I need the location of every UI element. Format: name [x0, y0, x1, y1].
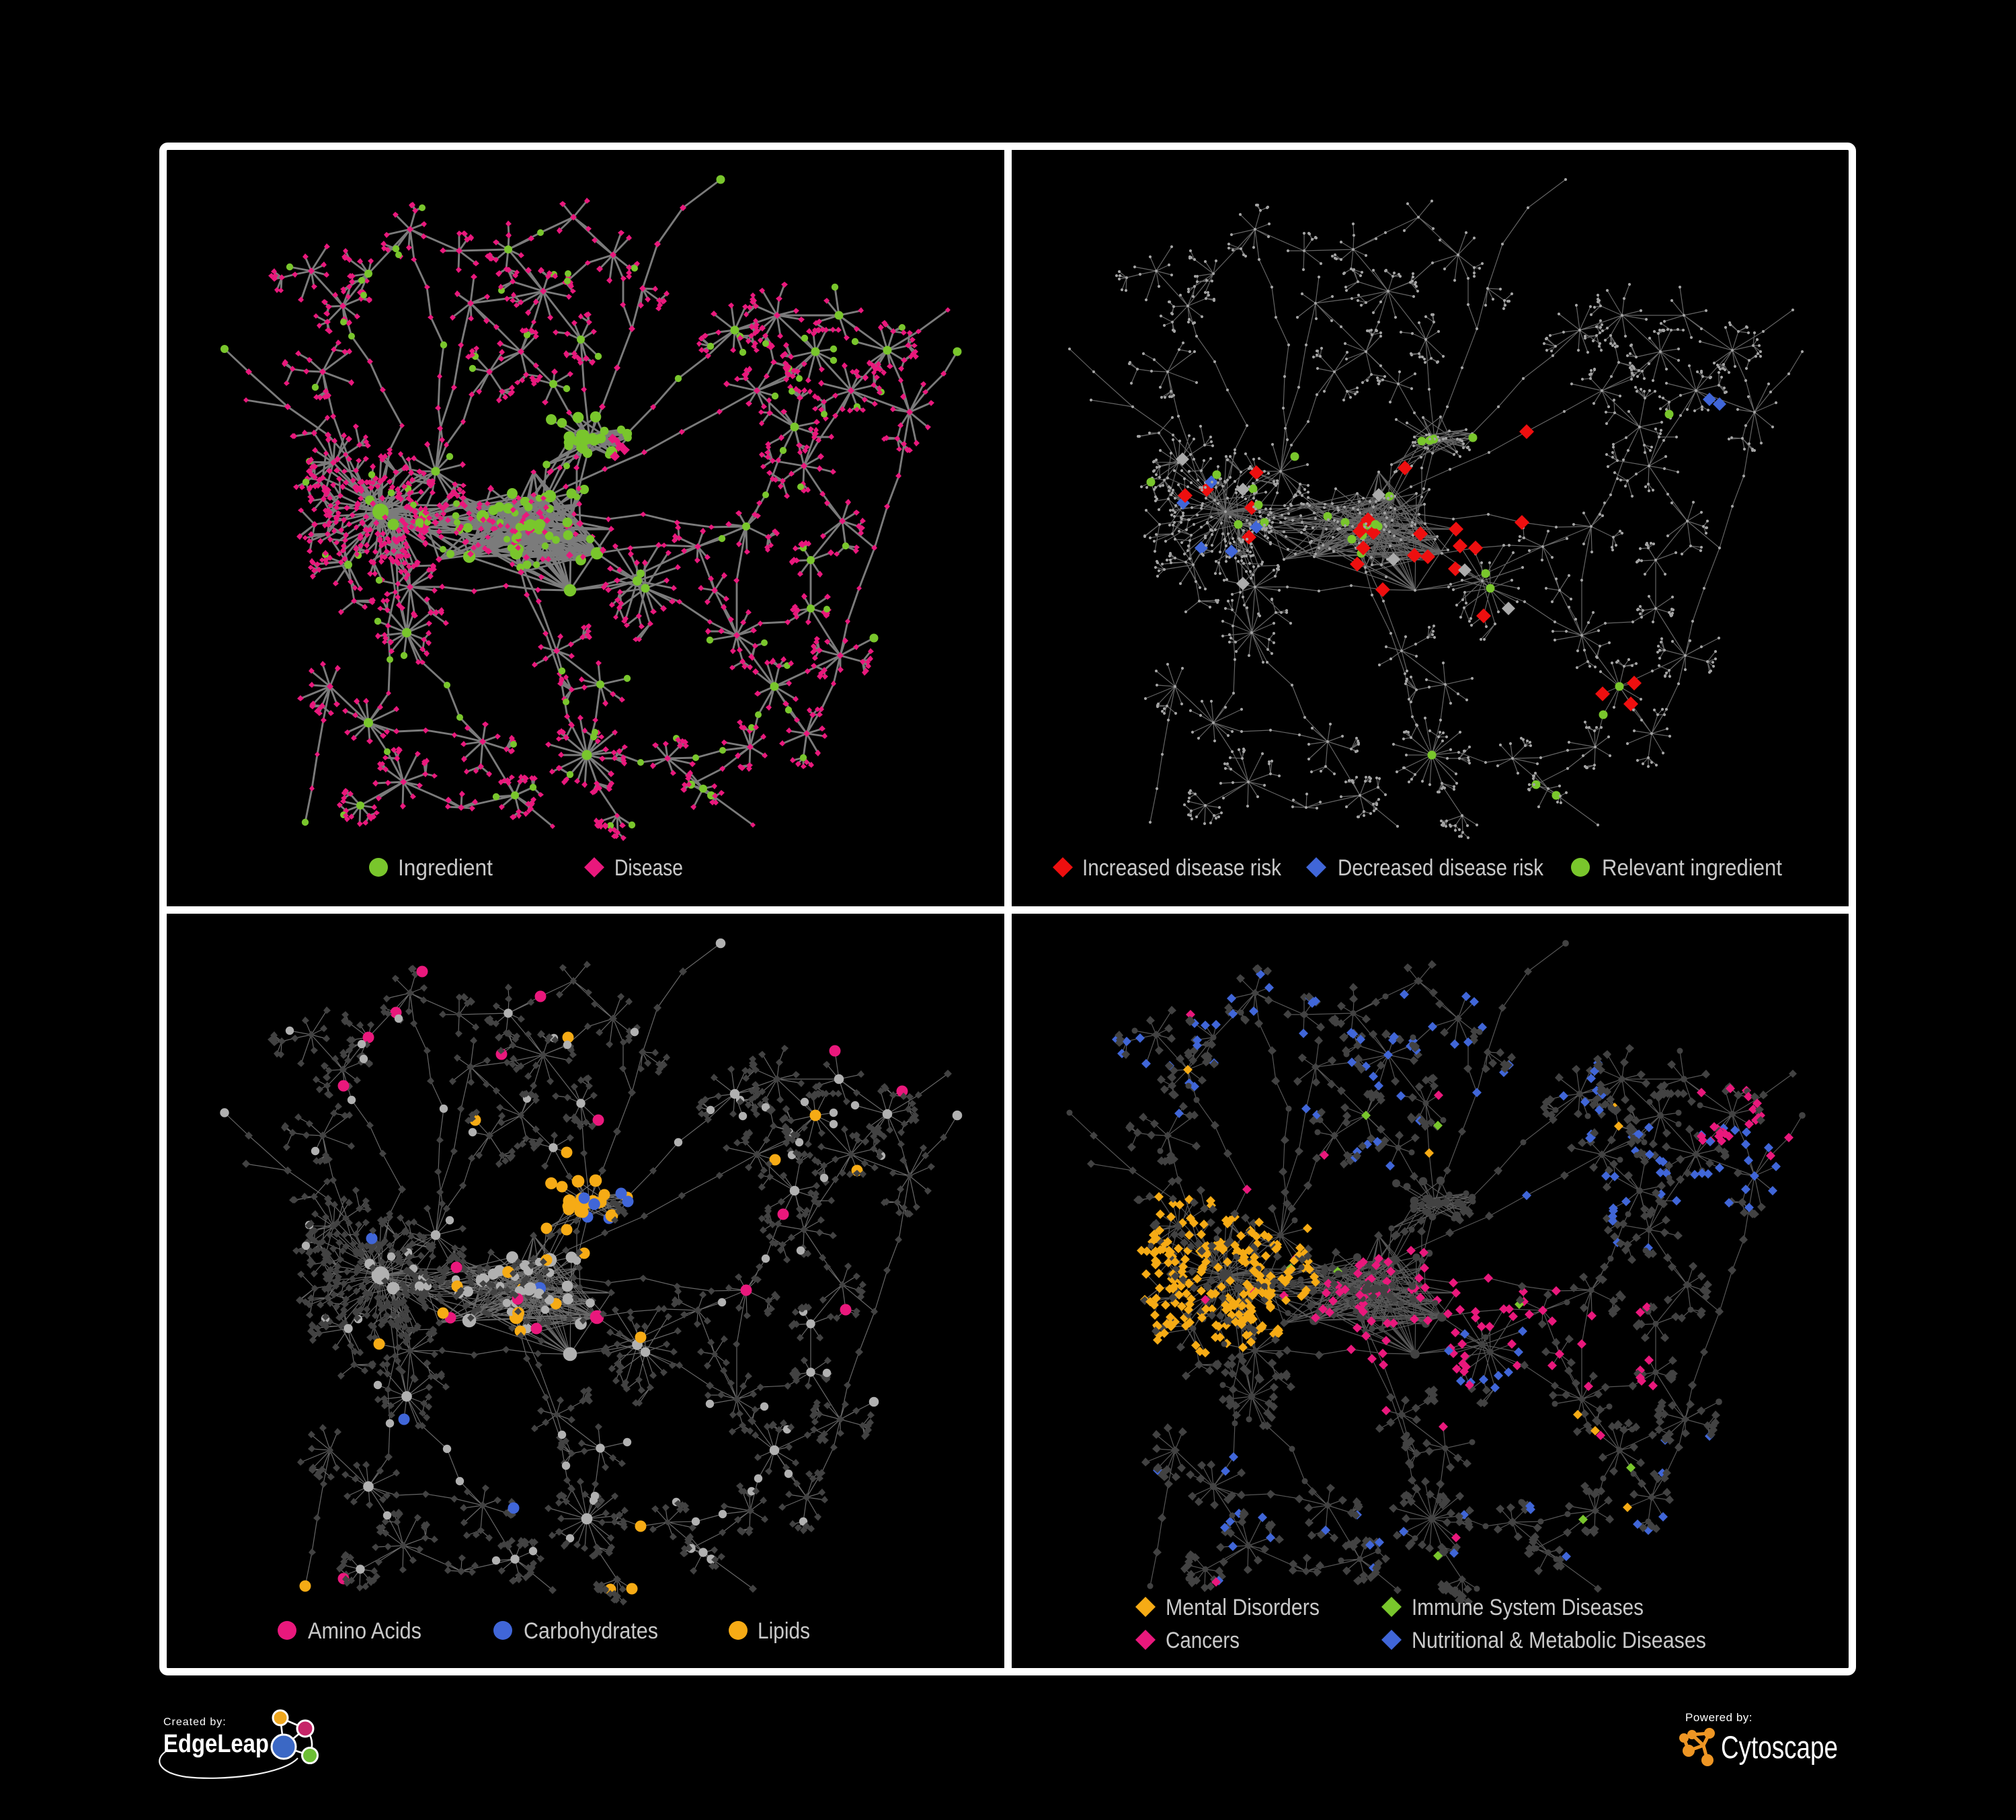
svg-text:Carbohydrates: Carbohydrates [524, 1618, 658, 1644]
svg-text:Lipids: Lipids [758, 1618, 810, 1644]
svg-text:Ingredient: Ingredient [398, 855, 493, 881]
svg-text:Mental Disorders: Mental Disorders [1166, 1595, 1320, 1620]
svg-text:Created by:: Created by: [163, 1716, 227, 1728]
svg-text:Relevant ingredient: Relevant ingredient [1602, 855, 1783, 881]
svg-text:Cytoscape: Cytoscape [1721, 1729, 1838, 1765]
svg-text:Immune System Diseases: Immune System Diseases [1412, 1595, 1644, 1620]
svg-text:Decreased disease risk: Decreased disease risk [1338, 855, 1544, 881]
svg-text:Disease: Disease [614, 855, 683, 881]
svg-text:Amino Acids: Amino Acids [308, 1618, 421, 1644]
svg-text:Nutritional & Metabolic Diseas: Nutritional & Metabolic Diseases [1412, 1628, 1706, 1653]
svg-text:Powered by:: Powered by: [1685, 1711, 1752, 1724]
svg-text:Cancers: Cancers [1166, 1628, 1240, 1653]
svg-text:EdgeLeap: EdgeLeap [163, 1730, 269, 1758]
svg-text:Increased disease risk: Increased disease risk [1082, 855, 1282, 881]
